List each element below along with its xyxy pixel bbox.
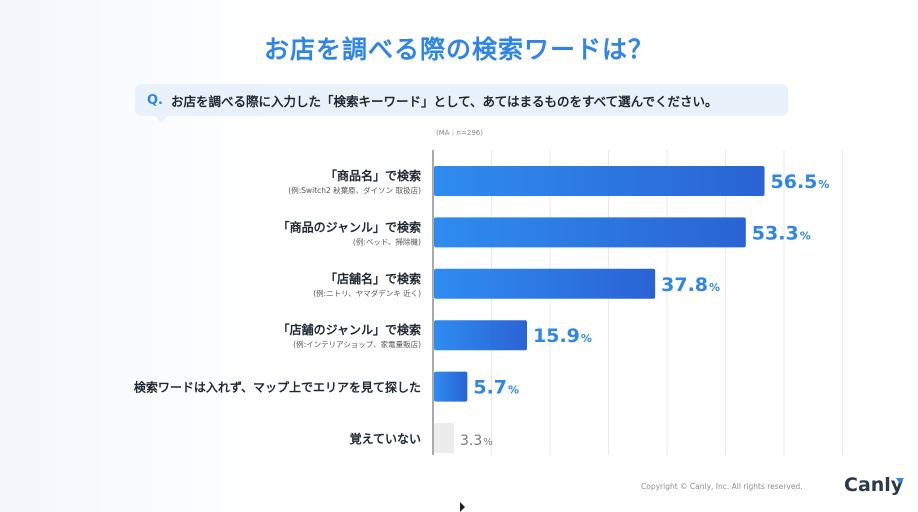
mouse-cursor-icon bbox=[460, 502, 465, 512]
question-text: お店を調べる際に入力した「検索キーワード」として、あてはまるものをすべて選んでく… bbox=[171, 93, 718, 109]
bar-layer bbox=[434, 166, 765, 453]
question-prefix: Q. bbox=[147, 92, 163, 108]
category-label: 覚えていない bbox=[350, 431, 421, 446]
category-example: (例:ニトリ、ヤマダデンキ 近く) bbox=[313, 288, 421, 298]
sample-note: (MA｜n=296) bbox=[436, 129, 483, 137]
label-layer: 56.5% 「商品名」で検索 (例:Switch2 秋葉原、ダイソン 取扱店) 53.… bbox=[134, 168, 830, 449]
category-example: (例:インテリアショップ、家電量販店) bbox=[293, 339, 421, 349]
brand-accent-icon bbox=[896, 478, 904, 484]
bar bbox=[434, 268, 656, 299]
brand-logo: Canly bbox=[844, 474, 904, 496]
bar bbox=[434, 320, 528, 351]
value-label: 5.7% bbox=[473, 377, 519, 399]
category-example: (例:ベッド、掃除機) bbox=[353, 236, 421, 246]
category-example: (例:Switch2 秋葉原、ダイソン 取扱店) bbox=[288, 185, 421, 195]
category-label: 「店舗のジャンル」で検索 bbox=[278, 322, 421, 337]
category-label: 「商品名」で検索 bbox=[325, 168, 421, 183]
category-label: 「商品のジャンル」で検索 bbox=[278, 219, 421, 234]
bar bbox=[434, 166, 765, 196]
value-label: 56.5% bbox=[771, 171, 830, 193]
value-label: 15.9% bbox=[533, 325, 592, 347]
slide-title: お店を調べる際の検索ワードは？ bbox=[263, 35, 654, 64]
grid-layer bbox=[432, 150, 843, 455]
value-label: 53.3% bbox=[752, 222, 811, 244]
bar bbox=[434, 371, 468, 402]
bar bbox=[434, 217, 746, 248]
bar bbox=[434, 423, 454, 453]
value-label: 3.3% bbox=[460, 433, 493, 449]
value-label: 37.8% bbox=[661, 274, 720, 296]
question-bubble-tail bbox=[155, 116, 167, 123]
copyright-text: Copyright © Canly, Inc. All rights reser… bbox=[641, 482, 803, 491]
category-label: 検索ワードは入れず、マップ上でエリアを見て探した bbox=[134, 380, 421, 395]
question-box: Q. お店を調べる際に入力した「検索キーワード」として、あてはまるものをすべて選… bbox=[135, 84, 788, 116]
category-label: 「店舗名」で検索 bbox=[325, 271, 421, 286]
